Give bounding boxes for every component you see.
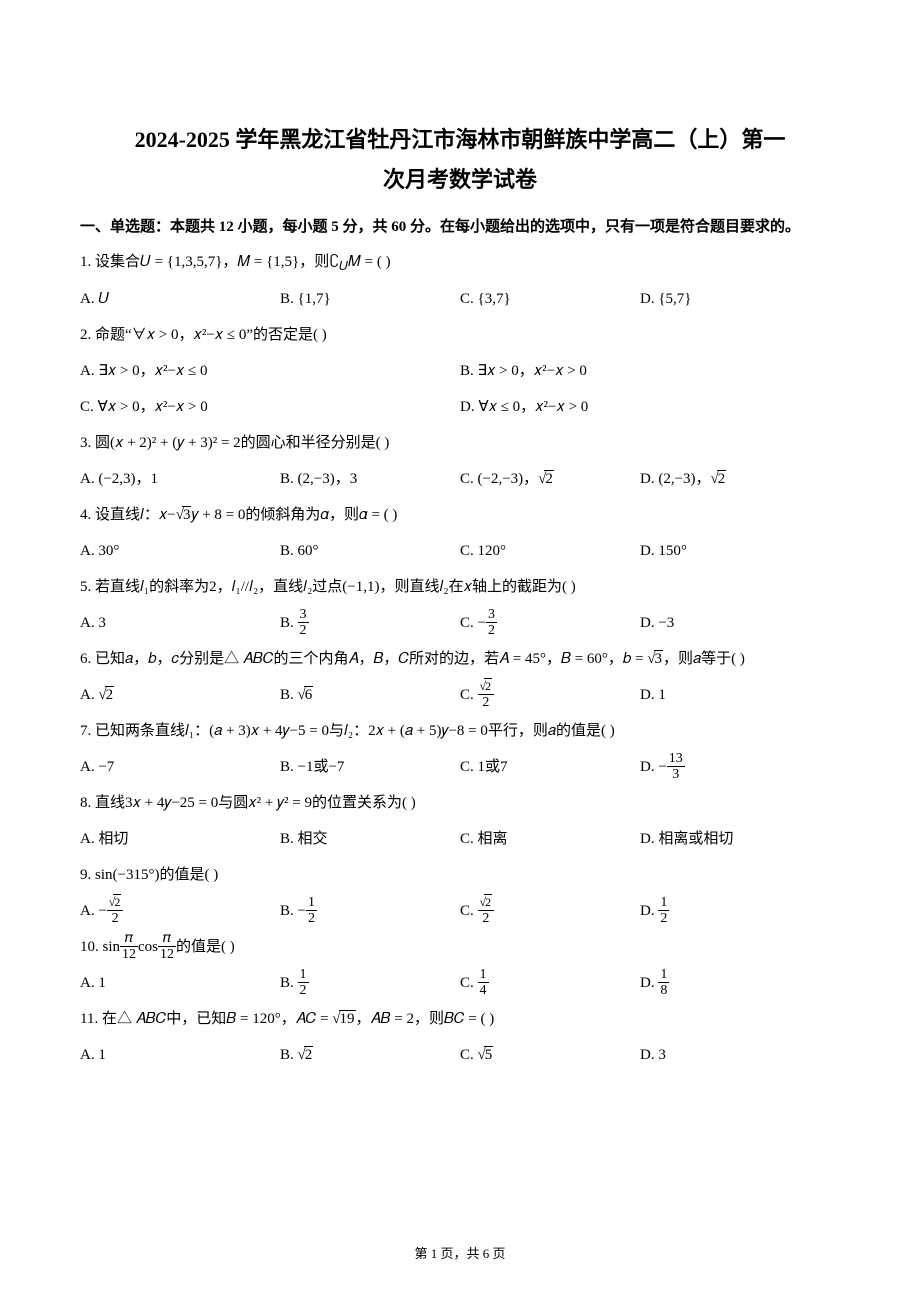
q6-stem-pre: 6. 已知𝑎，𝑏，𝑐分别是△ 𝐴𝐵𝐶的三个内角𝐴，𝐵，𝐶所对的边，若𝐴 = 45…	[80, 651, 647, 667]
q3-opt-a: A. (−2,3)，1	[80, 461, 280, 497]
q11-opt-a: A. 1	[80, 1037, 280, 1073]
sqrt-icon: √3	[176, 497, 192, 533]
q5-opt-b: B. 32	[280, 605, 460, 641]
q1-sub: 𝑈	[339, 259, 348, 273]
q1-options: A. 𝑈 B. {1,7} C. {3,7} D. {5,7}	[80, 281, 840, 317]
q11-pre: 11. 在△ 𝐴𝐵𝐶中，已知𝐵 = 120°，𝐴𝐶 =	[80, 1011, 332, 1027]
q1-stem-u: 𝑈 = {1,3,5,7}，	[140, 254, 237, 270]
q3-options: A. (−2,3)，1 B. (2,−3)，3 C. (−2,−3)，√2 D.…	[80, 461, 840, 497]
question-5: 5. 若直线𝑙₁的斜率为2，𝑙₁//𝑙₂，直线𝑙₂过点(−1,1)，则直线𝑙₂在…	[80, 569, 840, 605]
q6-opt-a: A. √2	[80, 677, 280, 713]
q1-opt-c: C. {3,7}	[460, 281, 640, 317]
q9-opt-b: B. −12	[280, 893, 460, 929]
q3-opt-c: C. (−2,−3)，√2	[460, 461, 640, 497]
q11-opt-b: B. √2	[280, 1037, 460, 1073]
q10-pre: 10. sin	[80, 939, 120, 955]
q3-c-pre: C. (−2,−3)，	[460, 471, 538, 487]
q7-options: A. −7 B. −1或−7 C. 1或7 D. −133	[80, 749, 840, 785]
q10-opt-c: C. 14	[460, 965, 640, 1001]
q4-stem-post: 𝑦 + 8 = 0的倾斜角为𝛼，则𝛼 = ( )	[191, 507, 397, 523]
q4-options: A. 30° B. 60° C. 120° D. 150°	[80, 533, 840, 569]
q4-opt-a: A. 30°	[80, 533, 280, 569]
q2-opt-b: B. ∃𝑥 > 0，𝑥²−𝑥 > 0	[460, 353, 820, 389]
q10-opt-a: A. 1	[80, 965, 280, 1001]
q11-opt-c: C. √5	[460, 1037, 640, 1073]
q2-options-row1: A. ∃𝑥 > 0，𝑥²−𝑥 ≤ 0 B. ∃𝑥 > 0，𝑥²−𝑥 > 0	[80, 353, 840, 389]
q5-opt-a: A. 3	[80, 605, 280, 641]
q8-opt-d: D. 相离或相切	[640, 821, 820, 857]
exam-page: 2024-2025 学年黑龙江省牡丹江市海林市朝鲜族中学高二（上）第一 次月考数…	[0, 0, 920, 1302]
q6-stem-post: ，则𝑎等于( )	[663, 651, 745, 667]
q9-opt-a: A. −√22	[80, 893, 280, 929]
question-3: 3. 圆(𝑥 + 2)² + (𝑦 + 3)² = 2的圆心和半径分别是( )	[80, 425, 840, 461]
sqrt-icon: √2	[711, 461, 727, 497]
q9-opt-d: D. 12	[640, 893, 820, 929]
q4-stem-pre: 4. 设直线𝑙：𝑥−	[80, 507, 176, 523]
q10-opt-b: B. 12	[280, 965, 460, 1001]
page-footer: 第 1 页，共 6 页	[0, 1243, 920, 1262]
q7-opt-a: A. −7	[80, 749, 280, 785]
q8-opt-a: A. 相切	[80, 821, 280, 857]
q1-stem-end: 𝑀 = ( )	[348, 254, 390, 270]
q6-opt-b: B. √6	[280, 677, 460, 713]
q1-complement: ∁	[329, 254, 339, 270]
q1-opt-a: A. 𝑈	[80, 281, 280, 317]
section-1-header: 一、单选题：本题共 12 小题，每小题 5 分，共 60 分。在每小题给出的选项…	[80, 211, 840, 244]
q6-opt-d: D. 1	[640, 677, 820, 713]
q3-opt-d: D. (2,−3)，√2	[640, 461, 820, 497]
q7-opt-c: C. 1或7	[460, 749, 640, 785]
q6-options: A. √2 B. √6 C. √22 D. 1	[80, 677, 840, 713]
q2-opt-c: C. ∀𝑥 > 0，𝑥²−𝑥 > 0	[80, 389, 460, 425]
title-line-1: 2024-2025 学年黑龙江省牡丹江市海林市朝鲜族中学高二（上）第一	[135, 127, 786, 152]
q4-opt-b: B. 60°	[280, 533, 460, 569]
question-1: 1. 设集合𝑈 = {1,3,5,7}，𝑀 = {1,5}，则∁𝑈𝑀 = ( )	[80, 244, 840, 281]
question-2: 2. 命题“∀𝑥 > 0，𝑥²−𝑥 ≤ 0”的否定是( )	[80, 317, 840, 353]
q10-mid: cos	[138, 939, 158, 955]
question-8: 8. 直线3𝑥 + 4𝑦−25 = 0与圆𝑥² + 𝑦² = 9的位置关系为( …	[80, 785, 840, 821]
q8-opt-b: B. 相交	[280, 821, 460, 857]
q2-options-row2: C. ∀𝑥 > 0，𝑥²−𝑥 > 0 D. ∀𝑥 ≤ 0，𝑥²−𝑥 > 0	[80, 389, 840, 425]
q11-opt-d: D. 3	[640, 1037, 820, 1073]
q7-opt-b: B. −1或−7	[280, 749, 460, 785]
q2-opt-a: A. ∃𝑥 > 0，𝑥²−𝑥 ≤ 0	[80, 353, 460, 389]
q3-d-pre: D. (2,−3)，	[640, 471, 711, 487]
q2-opt-d: D. ∀𝑥 ≤ 0，𝑥²−𝑥 > 0	[460, 389, 820, 425]
q10-opt-d: D. 18	[640, 965, 820, 1001]
q1-stem-pre: 1. 设集合	[80, 254, 140, 270]
q4-opt-c: C. 120°	[460, 533, 640, 569]
q10-options: A. 1 B. 12 C. 14 D. 18	[80, 965, 840, 1001]
question-4: 4. 设直线𝑙：𝑥−√3𝑦 + 8 = 0的倾斜角为𝛼，则𝛼 = ( )	[80, 497, 840, 533]
q8-opt-c: C. 相离	[460, 821, 640, 857]
question-7: 7. 已知两条直线𝑙₁：(𝑎 + 3)𝑥 + 4𝑦−5 = 0与𝑙₂：2𝑥 + …	[80, 713, 840, 749]
q1-stem-m: 𝑀 = {1,5}，则	[237, 254, 329, 270]
q5-opt-d: D. −3	[640, 605, 820, 641]
sqrt-icon: √3	[647, 641, 663, 677]
question-10: 10. sin𝜋12cos𝜋12的值是( )	[80, 929, 840, 965]
q5-options: A. 3 B. 32 C. −32 D. −3	[80, 605, 840, 641]
q11-options: A. 1 B. √2 C. √5 D. 3	[80, 1037, 840, 1073]
question-11: 11. 在△ 𝐴𝐵𝐶中，已知𝐵 = 120°，𝐴𝐶 = √19，𝐴𝐵 = 2，则…	[80, 1001, 840, 1037]
exam-title: 2024-2025 学年黑龙江省牡丹江市海林市朝鲜族中学高二（上）第一 次月考数…	[80, 120, 840, 199]
q11-post: ，𝐴𝐵 = 2，则𝐵𝐶 = ( )	[356, 1011, 495, 1027]
title-line-2: 次月考数学试卷	[383, 167, 537, 192]
q3-opt-b: B. (2,−3)，3	[280, 461, 460, 497]
q9-options: A. −√22 B. −12 C. √22 D. 12	[80, 893, 840, 929]
question-6: 6. 已知𝑎，𝑏，𝑐分别是△ 𝐴𝐵𝐶的三个内角𝐴，𝐵，𝐶所对的边，若𝐴 = 45…	[80, 641, 840, 677]
sqrt-icon: √2	[538, 461, 554, 497]
q6-opt-c: C. √22	[460, 677, 640, 713]
q5-opt-c: C. −32	[460, 605, 640, 641]
q1-opt-d: D. {5,7}	[640, 281, 820, 317]
question-9: 9. sin(−315°)的值是( )	[80, 857, 840, 893]
q7-opt-d: D. −133	[640, 749, 820, 785]
q4-opt-d: D. 150°	[640, 533, 820, 569]
sqrt-icon: √19	[332, 1001, 355, 1037]
q8-options: A. 相切 B. 相交 C. 相离 D. 相离或相切	[80, 821, 840, 857]
q1-opt-b: B. {1,7}	[280, 281, 460, 317]
q9-opt-c: C. √22	[460, 893, 640, 929]
q10-post: 的值是( )	[176, 939, 235, 955]
